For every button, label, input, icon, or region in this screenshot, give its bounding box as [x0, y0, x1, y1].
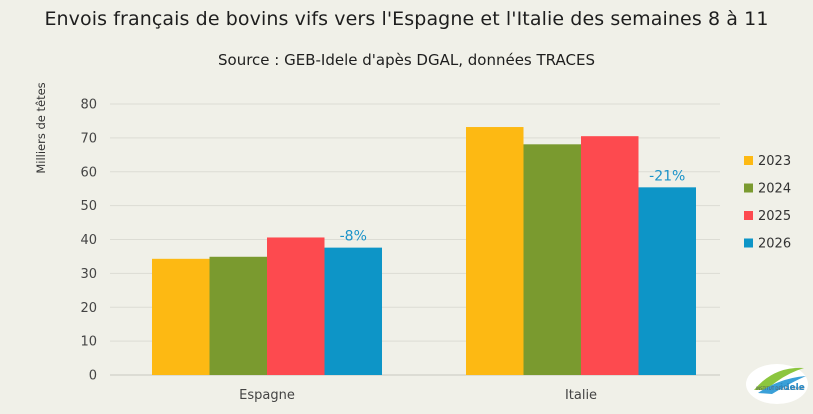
y-tick-label: 60 — [80, 165, 97, 180]
idele-logo: INSTITUT DE L'ÉLEVAGE idele — [746, 364, 808, 404]
bar — [152, 258, 210, 375]
y-axis-ticks: 0 10 20 30 40 50 60 70 80 — [80, 98, 97, 384]
y-tick-label: 80 — [80, 98, 97, 113]
y-tick-label: 70 — [80, 131, 97, 146]
annotations: -8% -21% — [340, 168, 686, 244]
legend-label: 2025 — [758, 209, 791, 224]
legend-label: 2024 — [758, 182, 791, 197]
legend-label: 2026 — [758, 237, 791, 252]
bars — [152, 127, 696, 375]
legend-swatch — [744, 211, 753, 220]
change-annotation: -8% — [340, 229, 367, 245]
legend-swatch — [744, 183, 753, 193]
bar — [466, 127, 524, 375]
legend-swatch — [744, 156, 753, 165]
x-axis-categories: Espagne Italie — [239, 388, 597, 403]
bar — [523, 144, 581, 375]
legend-swatch — [744, 238, 753, 248]
y-tick-label: 10 — [80, 335, 97, 350]
x-category-label: Italie — [565, 388, 597, 403]
bar — [267, 237, 325, 375]
legend: 2023 2024 2025 2026 — [744, 154, 791, 252]
bar — [324, 247, 382, 375]
chart-title: Envois français de bovins vifs vers l'Es… — [44, 8, 769, 30]
bar — [209, 256, 267, 375]
y-tick-label: 20 — [80, 301, 97, 316]
change-annotation: -21% — [649, 168, 685, 184]
y-tick-label: 50 — [80, 199, 97, 214]
bar — [581, 136, 639, 375]
bar — [638, 187, 696, 375]
logo-small-text: INSTITUT DE L'ÉLEVAGE — [756, 386, 804, 391]
y-tick-label: 0 — [89, 369, 97, 384]
y-tick-label: 30 — [80, 267, 97, 282]
logo-text: idele — [780, 383, 805, 393]
x-category-label: Espagne — [239, 388, 295, 403]
legend-label: 2023 — [758, 154, 791, 169]
chart-subtitle: Source : GEB-Idele d'apès DGAL, données … — [218, 51, 595, 69]
y-tick-label: 40 — [80, 233, 97, 248]
y-axis-label: Milliers de têtes — [34, 82, 48, 173]
